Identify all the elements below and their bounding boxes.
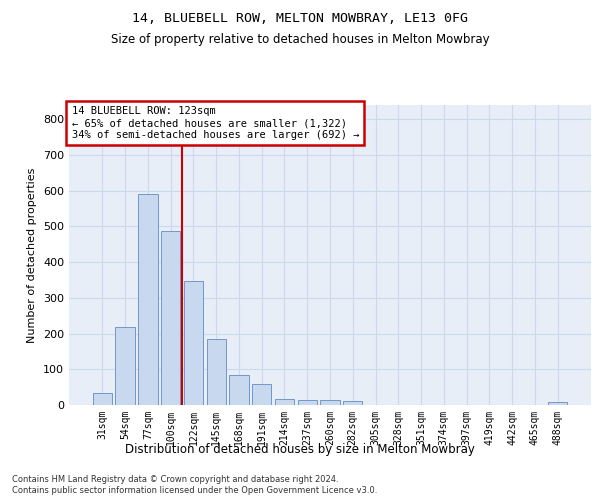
Bar xyxy=(115,327,135,405)
Bar xyxy=(548,402,567,405)
Bar xyxy=(161,231,181,405)
Text: 14 BLUEBELL ROW: 123sqm
← 65% of detached houses are smaller (1,322)
34% of semi: 14 BLUEBELL ROW: 123sqm ← 65% of detache… xyxy=(71,106,359,140)
Text: Contains HM Land Registry data © Crown copyright and database right 2024.: Contains HM Land Registry data © Crown c… xyxy=(12,475,338,484)
Bar xyxy=(138,194,158,405)
Bar xyxy=(93,393,112,405)
Text: 14, BLUEBELL ROW, MELTON MOWBRAY, LE13 0FG: 14, BLUEBELL ROW, MELTON MOWBRAY, LE13 0… xyxy=(132,12,468,26)
Bar xyxy=(298,400,317,405)
Bar xyxy=(343,402,362,405)
Bar xyxy=(229,374,248,405)
Bar xyxy=(320,400,340,405)
Bar xyxy=(206,339,226,405)
Bar xyxy=(275,398,294,405)
Bar xyxy=(184,280,203,405)
Text: Contains public sector information licensed under the Open Government Licence v3: Contains public sector information licen… xyxy=(12,486,377,495)
Y-axis label: Number of detached properties: Number of detached properties xyxy=(28,168,37,342)
Text: Size of property relative to detached houses in Melton Mowbray: Size of property relative to detached ho… xyxy=(110,32,490,46)
Bar xyxy=(252,384,271,405)
Text: Distribution of detached houses by size in Melton Mowbray: Distribution of detached houses by size … xyxy=(125,442,475,456)
